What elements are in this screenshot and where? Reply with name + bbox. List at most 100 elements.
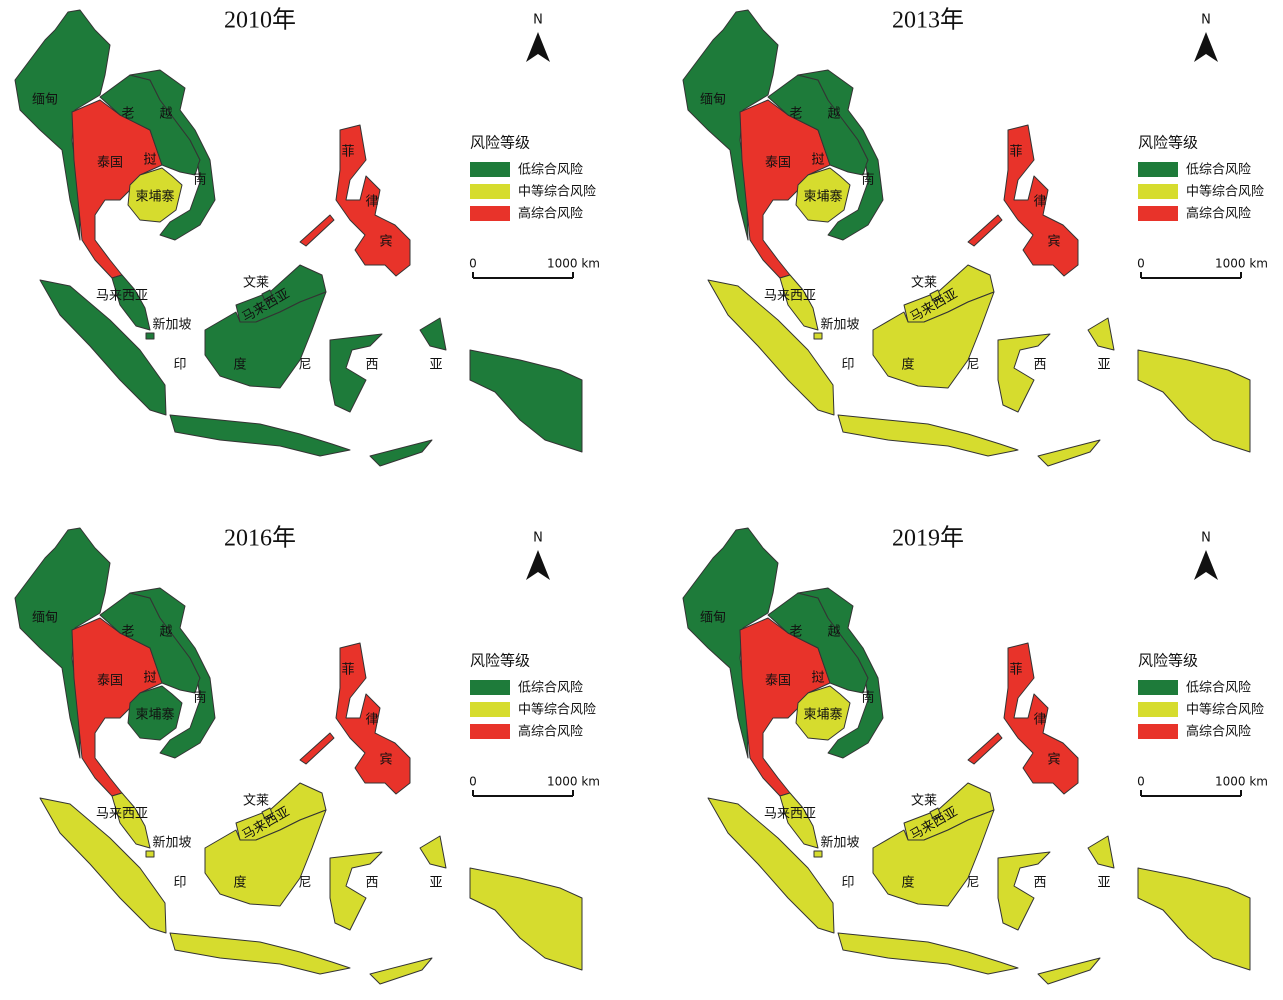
legend-label: 低综合风险 [518, 681, 583, 696]
country-shape [797, 587, 884, 759]
country-label: 宾 [379, 234, 392, 250]
country-shape [1137, 349, 1251, 453]
country-label: 西 [365, 358, 378, 373]
legend-swatch [470, 680, 510, 695]
country-shape [1087, 317, 1115, 351]
country-shape [329, 851, 383, 931]
country-label: 尼 [298, 358, 311, 373]
country-shape [779, 792, 819, 849]
country-shape [129, 69, 216, 241]
north-arrow [1194, 550, 1218, 580]
map-title: 2016年 [224, 525, 296, 552]
country-label: 马来西亚 [96, 807, 148, 822]
country-label: 律 [365, 195, 378, 210]
country-shape [1087, 835, 1115, 869]
country-label: 泰国 [97, 156, 123, 171]
country-label: 文莱 [911, 794, 937, 809]
country-label: 西 [1033, 358, 1046, 373]
country-label: 菲 [1009, 663, 1022, 678]
country-shape [204, 291, 327, 389]
country-shape [204, 809, 327, 907]
country-label: 律 [365, 713, 378, 728]
country-label: 柬埔寨 [135, 189, 174, 205]
country-shape [369, 957, 433, 985]
country-label: 挝 [811, 671, 824, 686]
map-title: 2013年 [892, 7, 964, 34]
north-label: N [1201, 531, 1211, 546]
country-label: 老 [789, 625, 802, 640]
country-shape [369, 439, 433, 467]
scale-label: 1000 km [547, 775, 600, 789]
country-label: 泰国 [765, 156, 791, 171]
north-label: N [1201, 13, 1211, 28]
country-shape [1037, 957, 1101, 985]
scale-label: 1000 km [1215, 775, 1268, 789]
legend-label: 低综合风险 [518, 163, 583, 178]
country-shape [329, 333, 383, 413]
north-label: N [533, 13, 543, 28]
scale-label: 1000 km [1215, 257, 1268, 271]
country-label: 尼 [966, 876, 979, 891]
legend-label: 高综合风险 [1186, 206, 1251, 222]
legend-swatch [1138, 162, 1178, 177]
country-shape [682, 527, 779, 759]
country-label: 印 [173, 876, 186, 891]
country-shape [797, 69, 884, 241]
country-label: 新加坡 [820, 835, 859, 851]
country-shape [813, 332, 823, 340]
country-shape [14, 527, 111, 759]
country-label: 越 [827, 625, 840, 640]
country-shape [127, 167, 183, 223]
country-shape [795, 167, 851, 223]
map-title: 2010年 [224, 7, 296, 34]
map-title: 2019年 [892, 525, 964, 552]
country-shape [813, 850, 823, 858]
map-panel: 缅甸泰国老挝越南柬埔寨马来西亚 马来西亚文莱新加坡印度尼西亚菲律宾2013年 N风险… [682, 7, 1268, 467]
legend-swatch [470, 184, 510, 199]
country-shape [127, 685, 183, 741]
legend-swatch [1138, 680, 1178, 695]
country-label: 亚 [1097, 876, 1110, 891]
country-label: 度 [233, 357, 246, 373]
country-shape [169, 414, 351, 457]
country-label: 越 [159, 107, 172, 122]
country-shape [1137, 867, 1251, 971]
country-label: 柬埔寨 [803, 189, 842, 205]
legend-title: 风险等级 [470, 134, 530, 152]
country-shape [299, 214, 335, 247]
country-label: 律 [1033, 195, 1046, 210]
country-label: 挝 [143, 671, 156, 686]
legend-label: 中等综合风险 [518, 702, 596, 718]
country-shape [39, 279, 167, 416]
country-shape [469, 867, 583, 971]
legend-label: 高综合风险 [1186, 724, 1251, 740]
country-label: 亚 [429, 876, 442, 891]
legend-swatch [1138, 184, 1178, 199]
country-label: 菲 [341, 663, 354, 678]
country-label: 新加坡 [820, 317, 859, 333]
country-shape [837, 932, 1019, 975]
country-label: 南 [193, 690, 206, 706]
country-shape [707, 797, 835, 934]
country-label: 度 [901, 357, 914, 373]
legend-swatch [1138, 206, 1178, 221]
country-shape [419, 835, 447, 869]
country-label: 印 [173, 358, 186, 373]
country-shape [795, 685, 851, 741]
country-label: 文莱 [911, 276, 937, 291]
country-shape [707, 279, 835, 416]
country-shape [967, 214, 1003, 247]
country-label: 宾 [1047, 752, 1060, 768]
country-label: 挝 [811, 153, 824, 168]
country-label: 泰国 [765, 674, 791, 689]
legend-swatch [1138, 702, 1178, 717]
country-shape [997, 333, 1051, 413]
country-label: 菲 [1009, 145, 1022, 160]
country-shape [1003, 642, 1079, 795]
legend-label: 低综合风险 [1186, 681, 1251, 696]
country-label: 缅甸 [32, 611, 58, 626]
country-label: 老 [121, 625, 134, 640]
country-label: 南 [193, 172, 206, 188]
country-label: 挝 [143, 153, 156, 168]
